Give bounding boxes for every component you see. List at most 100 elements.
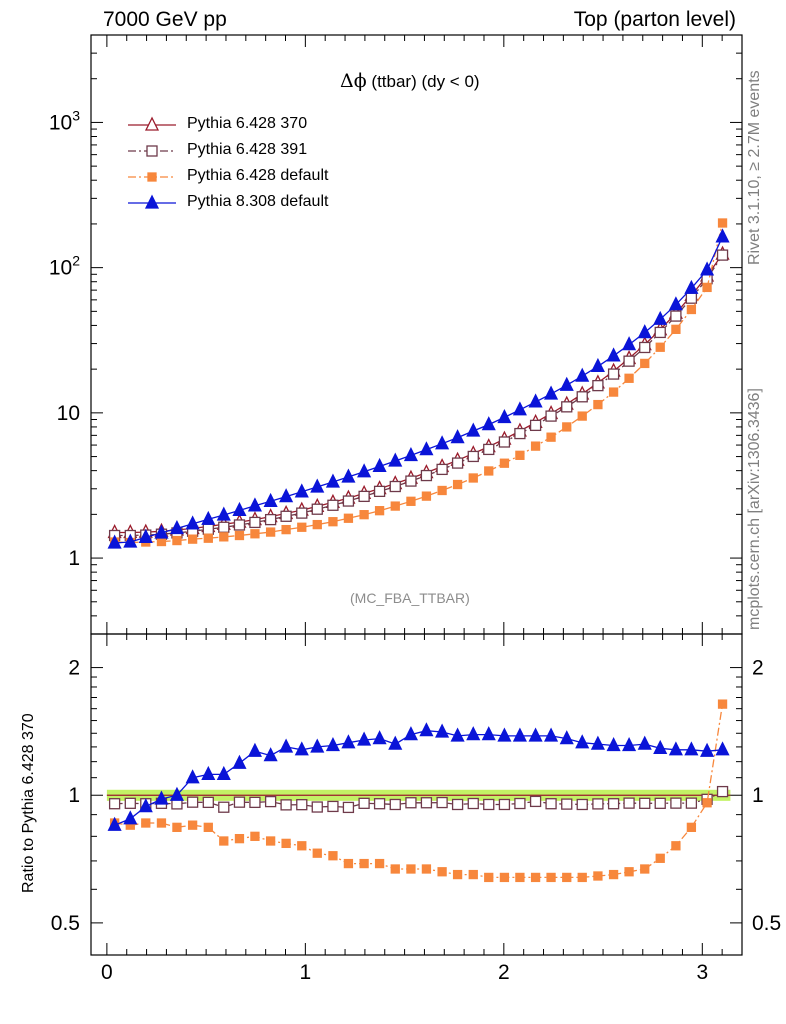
- x-tick-label: 3: [696, 961, 708, 984]
- ratio-point-p6def: [421, 864, 432, 874]
- data-point-p391: [342, 495, 355, 507]
- data-point-p391: [716, 249, 729, 261]
- ratio-y-tick-label: 0.5: [51, 912, 80, 935]
- ratio-point-p391: [561, 798, 573, 810]
- ratio-point-p8def: [185, 769, 200, 784]
- data-point-p391: [529, 419, 542, 432]
- legend-label-p370: Pythia 6.428 370: [187, 115, 308, 132]
- ratio-point-p391: [685, 797, 698, 809]
- main-panel: 1 10 102 103: [49, 34, 743, 635]
- header-right: Top (parton level): [573, 8, 736, 31]
- y-tick-label: 1: [68, 547, 80, 570]
- data-point-p391: [685, 292, 698, 304]
- data-point-p8def: [185, 515, 200, 530]
- ratio-point-p391: [389, 798, 401, 811]
- plot-title-symbol: Δϕ: [340, 70, 367, 92]
- data-point-p6def: [156, 536, 167, 547]
- legend-entry-p6def: [128, 172, 176, 182]
- data-point-p6def: [343, 513, 354, 523]
- data-point-p8def: [341, 468, 356, 483]
- data-point-p8def: [622, 336, 637, 351]
- data-point-p391: [311, 503, 323, 515]
- ratio-point-p8def: [466, 726, 481, 741]
- data-point-p6def: [546, 432, 556, 442]
- ratio-point-p391: [124, 797, 136, 809]
- ratio-point-p391: [514, 797, 526, 810]
- ratio-point-p8def: [544, 727, 559, 742]
- data-point-p6def: [328, 517, 338, 527]
- ratio-point-p391: [467, 797, 479, 810]
- ratio-point-p8def: [622, 737, 637, 752]
- ratio-point-p8def: [435, 723, 450, 738]
- legend-marker-p391: [146, 145, 158, 157]
- data-point-p8def: [357, 463, 372, 478]
- ratio-point-p391: [296, 799, 308, 811]
- data-point-p8def: [294, 483, 309, 498]
- data-point-p8def: [419, 441, 434, 456]
- ratio-point-p8def: [700, 742, 715, 757]
- data-point-p6def: [608, 387, 619, 397]
- ratio-point-p391: [358, 797, 370, 809]
- data-point-p6def: [655, 342, 665, 352]
- ratio-point-p6def: [343, 858, 354, 869]
- ratio-point-p391: [218, 801, 230, 813]
- data-point-p391: [296, 507, 308, 519]
- ratio-point-p8def: [372, 730, 387, 745]
- data-point-p8def: [590, 357, 605, 373]
- ratio-point-p8def: [575, 734, 590, 749]
- data-point-p8def: [232, 501, 247, 517]
- data-point-p8def: [169, 519, 184, 535]
- ratio-point-p6def: [141, 818, 151, 828]
- data-point-p8def: [512, 401, 527, 416]
- ratio-point-p391: [483, 798, 495, 811]
- data-point-p391: [436, 463, 448, 476]
- data-point-p6def: [515, 450, 525, 460]
- data-point-p391: [249, 516, 261, 529]
- ratio-point-p391: [311, 801, 323, 813]
- ratio-point-p8def: [668, 741, 683, 756]
- data-point-p8def: [107, 534, 122, 549]
- data-point-p391: [576, 391, 588, 403]
- data-point-p6def: [593, 399, 603, 410]
- data-point-p6def: [390, 501, 400, 511]
- ratio-point-p391: [451, 798, 464, 811]
- ratio-point-p8def: [247, 742, 262, 757]
- data-point-p8def: [201, 510, 216, 525]
- data-point-p391: [451, 457, 464, 469]
- data-point-p6def: [421, 491, 432, 501]
- series-line-p6def: [114, 222, 724, 544]
- data-point-p391: [514, 427, 526, 440]
- data-point-p8def: [575, 367, 590, 382]
- ratio-point-p8def: [325, 737, 340, 752]
- ratio-y-axis-label: Ratio to Pythia 6.428 370: [20, 713, 37, 893]
- ratio-point-p8def: [154, 790, 169, 805]
- data-point-p391: [264, 513, 277, 526]
- data-point-p391: [545, 410, 557, 422]
- header-left: 7000 GeV pp: [103, 8, 227, 31]
- y-tick-label: 102: [49, 253, 80, 280]
- ratio-point-p8def: [279, 738, 294, 753]
- data-point-p6def: [374, 506, 385, 516]
- data-point-p6def: [312, 519, 322, 530]
- data-point-p391: [420, 469, 433, 482]
- ratio-point-p8def: [512, 727, 527, 742]
- ratio-point-p391: [373, 798, 386, 810]
- data-point-p391: [327, 499, 339, 511]
- ratio-point-p6def: [608, 869, 619, 880]
- data-point-p8def: [279, 488, 294, 503]
- ratio-point-p6def: [406, 864, 416, 874]
- ratio-point-p8def: [123, 810, 138, 825]
- ratio-point-p8def: [653, 739, 668, 754]
- ratio-point-p8def: [403, 726, 418, 741]
- ratio-point-p6def: [515, 872, 525, 883]
- data-point-p391: [561, 401, 573, 413]
- data-point-p8def: [653, 310, 668, 325]
- ratio-point-p6def: [530, 872, 541, 883]
- data-point-p391: [373, 485, 386, 498]
- series-p6def: [109, 218, 728, 548]
- ratio-point-p6def: [281, 838, 291, 849]
- ratio-point-p8def: [481, 726, 496, 741]
- ratio-point-p8def: [528, 727, 543, 742]
- data-point-p8def: [435, 435, 450, 450]
- ratio-point-p6def: [717, 699, 728, 709]
